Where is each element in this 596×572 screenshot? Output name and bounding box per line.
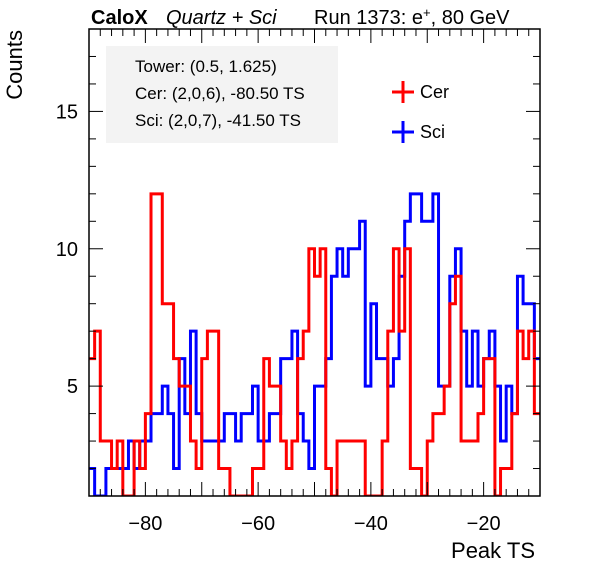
series-sci-line: [89, 192, 540, 496]
y-tick-label: 5: [67, 376, 78, 398]
run-label: Run 1373: e+, 80 GeV: [314, 5, 510, 29]
x-axis-ticks: −80 −60 −40 −20: [88, 29, 541, 535]
subtitle-label: Quartz + Sci: [166, 7, 277, 29]
legend-item-cer: Cer: [392, 81, 449, 103]
info-box: [106, 46, 338, 143]
legend-sci-label: Sci: [420, 122, 445, 142]
y-tick-label: 10: [56, 239, 78, 261]
y-axis-title: Counts: [2, 30, 27, 100]
x-tick-label: −40: [354, 513, 388, 535]
x-tick-label: −20: [467, 513, 501, 535]
info-tower: Tower: (0.5, 1.625): [135, 57, 277, 76]
y-axis-ticks: 5 10 15: [56, 28, 540, 497]
series-cer-line: [89, 192, 540, 496]
x-tick-label: −80: [128, 513, 162, 535]
info-sci: Sci: (2,0,7), -41.50 TS: [135, 111, 301, 130]
legend-cer-label: Cer: [420, 82, 449, 102]
legend: Cer Sci: [392, 81, 449, 143]
info-cer: Cer: (2,0,6), -80.50 TS: [135, 84, 305, 103]
legend-item-sci: Sci: [392, 121, 445, 143]
y-tick-label: 15: [56, 101, 78, 123]
x-tick-label: −60: [241, 513, 275, 535]
brand-label: CaloX: [91, 7, 148, 29]
x-axis-title: Peak TS: [451, 538, 535, 563]
